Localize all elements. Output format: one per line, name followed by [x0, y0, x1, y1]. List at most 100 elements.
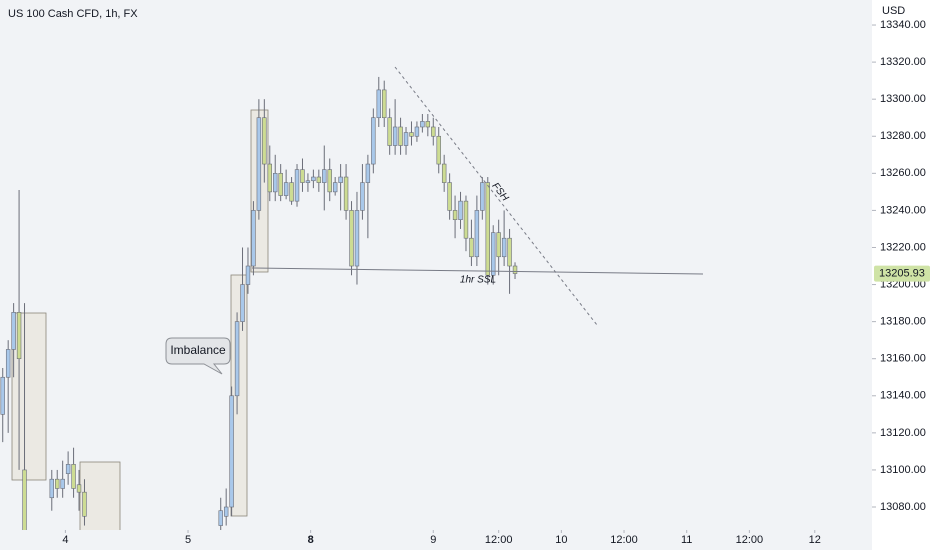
candle-body: [229, 395, 234, 508]
candle-body: [501, 237, 507, 258]
candle-body: [420, 121, 425, 128]
candle-body: [507, 237, 512, 267]
candle-body: [327, 169, 332, 193]
candle-body: [392, 126, 398, 146]
candle-body: [512, 265, 518, 274]
candle-body: [311, 176, 316, 182]
candle-body: [71, 464, 76, 489]
candle-body: [289, 182, 294, 202]
x-tick-label: 5: [185, 534, 191, 546]
candle-body: [22, 469, 27, 530]
ssl-line: [251, 267, 704, 275]
candle-body: [436, 135, 441, 165]
candle-body: [11, 312, 16, 350]
y-tick-label: 13320.00: [880, 56, 926, 68]
candle-body: [382, 89, 387, 119]
candle-body: [300, 169, 305, 183]
candle-body: [251, 210, 256, 267]
candle-body: [267, 163, 272, 193]
candle-body: [278, 173, 283, 196]
candle-body: [55, 478, 60, 489]
annotation: 1hr SSL: [460, 275, 496, 286]
candle-body: [322, 169, 327, 183]
candle-body: [332, 182, 338, 193]
y-tick-label: 13160.00: [880, 353, 926, 365]
candle-body: [256, 117, 262, 211]
candle-body: [349, 210, 354, 267]
candle-body: [305, 180, 311, 183]
x-tick-label: 4: [62, 534, 68, 546]
candle-body: [343, 176, 349, 211]
candle-body: [223, 506, 229, 517]
y-tick-label: 13280.00: [880, 130, 926, 142]
candle-body: [414, 126, 420, 137]
candle-body: [218, 510, 223, 526]
candle-body: [262, 117, 267, 165]
y-tick-label: 13140.00: [880, 390, 926, 402]
y-tick-label: 13180.00: [880, 316, 926, 328]
candle-body: [371, 117, 376, 165]
candle-body: [338, 176, 343, 183]
candle-body: [496, 232, 501, 258]
currency-label: USD: [882, 5, 905, 17]
trend-line: [394, 66, 598, 326]
y-tick-label: 13340.00: [880, 19, 926, 31]
candle-body: [458, 200, 463, 220]
candle-body: [49, 478, 54, 499]
candle-body: [16, 312, 22, 360]
x-tick-label: 12:00: [485, 534, 513, 546]
x-tick-label: 12: [809, 534, 821, 546]
annotation: Imbalance: [170, 343, 226, 357]
y-tick-label: 13240.00: [880, 204, 926, 216]
candle-body: [376, 89, 381, 119]
chart-title: US 100 Cash CFD, 1h, FX: [8, 8, 138, 20]
y-tick-label: 13260.00: [880, 167, 926, 179]
y-tick-label: 13300.00: [880, 93, 926, 105]
candle-body: [82, 491, 87, 517]
callout: [165, 337, 231, 375]
candle-body: [474, 210, 480, 258]
candle-body: [469, 237, 474, 258]
candle-body: [398, 126, 403, 146]
y-tick-label: 13080.00: [880, 501, 926, 513]
y-tick-label: 13100.00: [880, 464, 926, 476]
candle-body: [387, 117, 392, 146]
candle-body: [463, 200, 469, 239]
last-price-label: 13205.93: [879, 267, 925, 279]
x-tick-label: 11: [681, 534, 692, 546]
x-tick-label: 8: [308, 534, 314, 546]
candle-body: [409, 132, 414, 137]
candle-body: [5, 349, 11, 378]
candle-body: [65, 464, 71, 474]
candle-body: [425, 121, 431, 128]
y-tick-label: 13120.00: [880, 427, 926, 439]
candle-body: [245, 265, 251, 285]
candle-body: [76, 484, 82, 493]
candle-body: [431, 126, 436, 137]
box: [79, 461, 121, 530]
y-tick-label: 13220.00: [880, 241, 926, 253]
x-tick-label: 9: [430, 534, 436, 546]
candle-body: [452, 210, 458, 220]
candle-body: [480, 182, 485, 211]
candle-body: [283, 182, 289, 196]
candle-body: [234, 321, 240, 397]
candle-body: [403, 132, 409, 146]
candle-body: [365, 163, 371, 183]
candle-body: [240, 284, 245, 322]
candle-body: [60, 478, 65, 489]
candle-body: [0, 376, 5, 415]
candle-body: [354, 210, 360, 267]
candle-body: [294, 169, 300, 202]
x-tick-label: 12:00: [736, 534, 764, 546]
x-tick-label: 12:00: [610, 534, 638, 546]
candle-body: [273, 173, 278, 193]
candle-body: [491, 232, 496, 276]
candle-body: [447, 182, 452, 211]
candle-body: [316, 176, 322, 183]
candle-body: [441, 163, 447, 183]
candle-body: [360, 182, 365, 211]
